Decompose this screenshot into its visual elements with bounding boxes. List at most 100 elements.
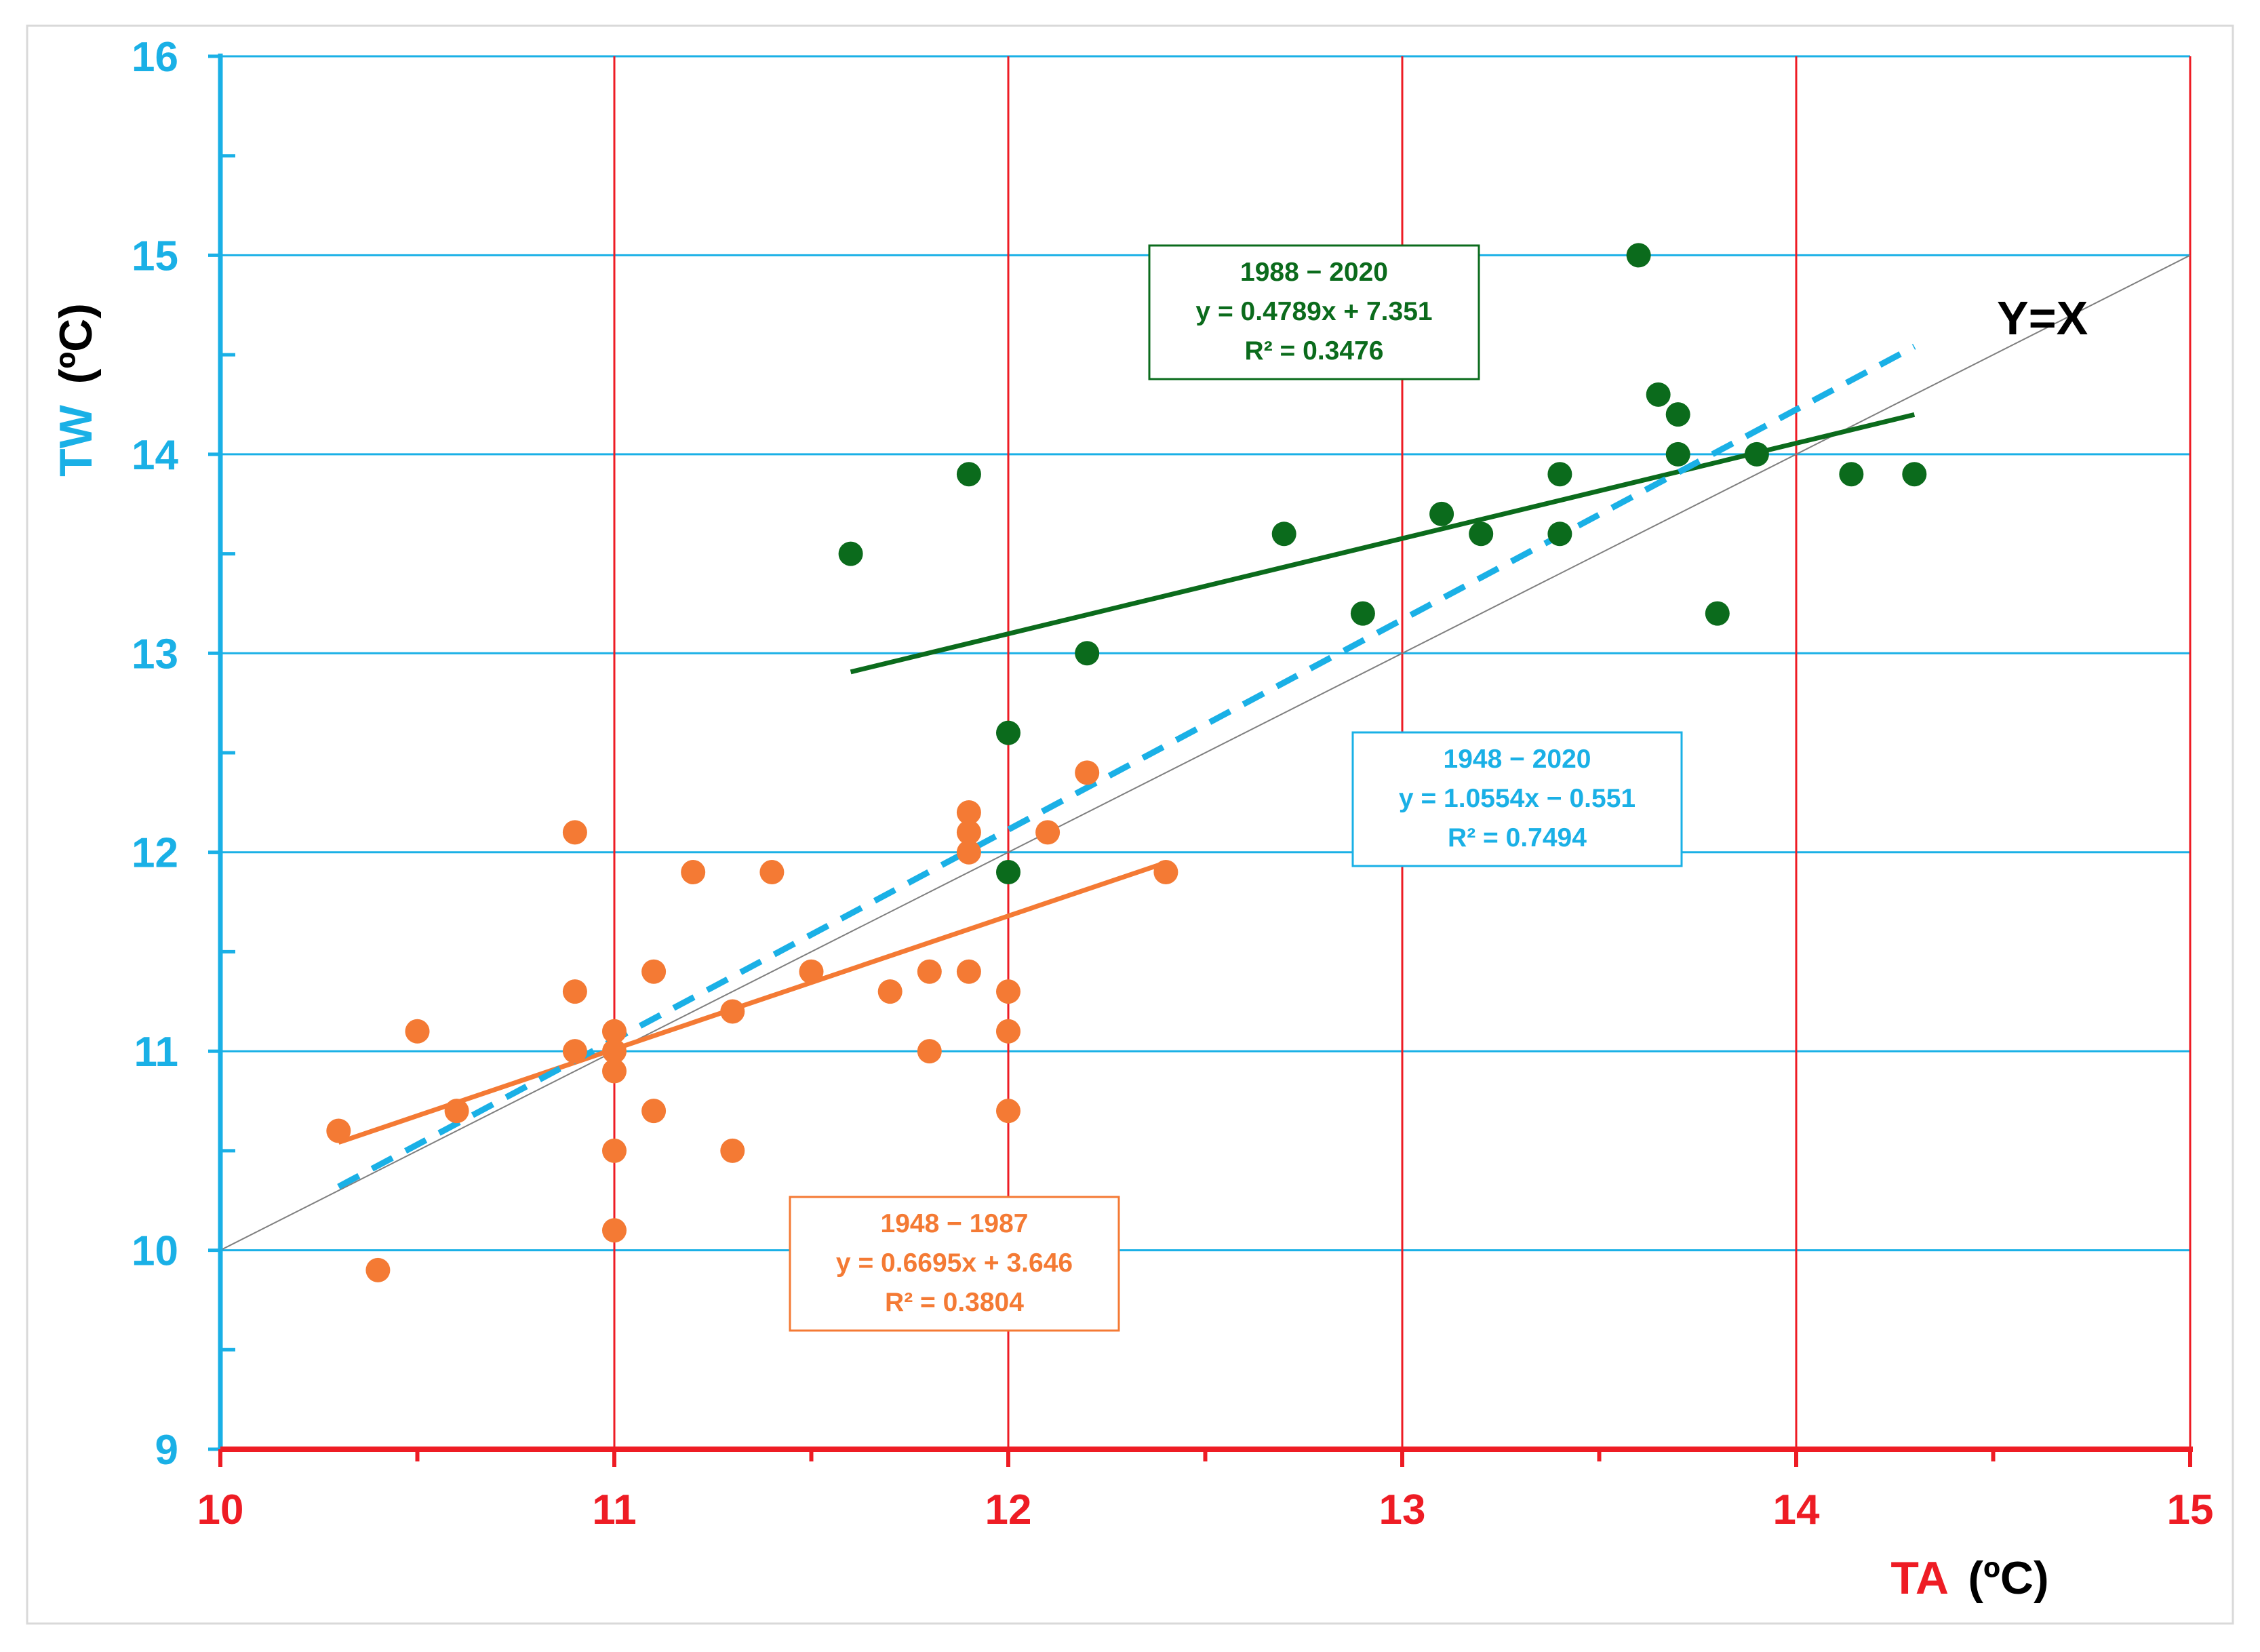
data-point-s1-10 (602, 1059, 627, 1084)
data-point-s1-25 (956, 840, 981, 865)
data-point-s2-1 (838, 541, 863, 566)
data-point-s1-23 (956, 800, 981, 825)
data-point-s2-17 (1744, 441, 1769, 467)
y-tick-label-13: 13 (132, 631, 178, 677)
data-point-s1-12 (602, 1218, 627, 1243)
equation-box-r2: R² = 0.3476 (1245, 336, 1384, 366)
data-point-s2-18 (1839, 462, 1864, 487)
data-point-s1-32 (1153, 860, 1178, 885)
data-point-s1-7 (562, 1039, 587, 1064)
data-point-s1-8 (602, 1019, 627, 1044)
x-tick-label-10: 10 (197, 1487, 244, 1533)
data-point-s1-4 (444, 1099, 469, 1124)
equation-box-frame (1148, 244, 1480, 380)
data-point-s2-14 (1665, 402, 1690, 427)
tick-labels: 9 10 11 12 13 14 15 16 10 11 12 13 14 15 (132, 34, 2213, 1533)
trendlines (337, 344, 1916, 1189)
data-point-s1-18 (759, 860, 785, 885)
y-tick-label-16: 16 (132, 34, 178, 81)
data-point-s2-16 (1705, 601, 1730, 626)
data-point-s1-1 (326, 1118, 351, 1143)
data-point-s1-3 (405, 1019, 430, 1044)
y-tick-label-11: 11 (134, 1029, 178, 1076)
data-point-s1-20 (877, 979, 903, 1004)
data-point-s2-6 (1271, 522, 1296, 547)
y-axis-title-unit: (ºC) (50, 303, 102, 384)
x-axis-title-unit: (ºC) (1968, 1552, 2048, 1604)
data-point-s1-24 (956, 820, 981, 845)
data-point-s1-26 (956, 959, 981, 984)
equation-box-r2: R² = 0.7494 (1448, 823, 1587, 852)
equation-box-frame (789, 1196, 1120, 1332)
data-point-s2-15 (1665, 441, 1690, 467)
data-point-s1-5 (562, 820, 587, 845)
equation-box-title: 1948 − 1987 (881, 1209, 1029, 1238)
y-tick-label-9: 9 (155, 1427, 178, 1474)
trendline-series-3 (337, 344, 1916, 1189)
data-point-s2-13 (1646, 382, 1671, 407)
y-tick-label-14: 14 (132, 432, 178, 479)
equation-box-equation: y = 0.4789x + 7.351 (1195, 297, 1432, 326)
data-point-s1-28 (996, 1019, 1020, 1044)
data-point-s2-7 (1350, 601, 1375, 626)
equation-box-title: 1988 − 2020 (1240, 258, 1388, 287)
data-points (326, 243, 1927, 1282)
data-point-s1-19 (799, 959, 824, 984)
x-axis-title-prefix: TA (1890, 1552, 1947, 1604)
data-point-s1-13 (641, 959, 667, 984)
identity-line-group (220, 254, 2191, 1251)
data-point-s1-27 (996, 979, 1020, 1004)
data-point-s2-8 (1429, 501, 1454, 526)
axes (208, 54, 2193, 1467)
data-point-s1-2 (365, 1257, 391, 1282)
data-point-s1-31 (1075, 760, 1100, 785)
equation-box-series-3: 1948 − 2020 y = 1.0554x − 0.551 R² = 0.749… (1351, 731, 1683, 867)
equation-box-equation: y = 1.0554x − 0.551 (1399, 784, 1635, 813)
equation-box-series-1: 1948 − 1987 y = 0.6695x + 3.646 R² = 0.380… (789, 1196, 1120, 1332)
data-point-s2-9 (1469, 522, 1494, 547)
data-point-s1-9 (602, 1039, 627, 1064)
data-point-s2-2 (956, 462, 981, 487)
x-tick-label-11: 11 (592, 1487, 637, 1533)
data-point-s1-14 (641, 1099, 667, 1124)
equation-box-r2: R² = 0.3804 (885, 1288, 1024, 1317)
data-point-s1-16 (720, 999, 745, 1024)
trendline-series-2 (850, 412, 1916, 675)
y-axis-title: TW (ºC) (50, 303, 102, 477)
x-tick-label-13: 13 (1379, 1487, 1426, 1533)
data-point-s1-21 (917, 959, 942, 984)
equation-box-title: 1948 − 2020 (1444, 745, 1591, 774)
trendline-series-1 (338, 860, 1167, 1145)
x-tick-label-15: 15 (2167, 1487, 2214, 1533)
data-point-s2-3 (996, 720, 1020, 745)
data-point-s2-5 (1075, 641, 1100, 666)
x-tick-label-12: 12 (985, 1487, 1032, 1533)
y-tick-label-10: 10 (132, 1228, 178, 1275)
data-point-s1-17 (720, 1138, 745, 1163)
data-point-s2-12 (1626, 243, 1651, 268)
x-tick-label-14: 14 (1773, 1487, 1820, 1533)
equation-boxes: 1948 − 1987 y = 0.6695x + 3.646 R² = 0.380… (789, 244, 1683, 1332)
data-point-s2-11 (1547, 522, 1572, 547)
data-point-s1-11 (602, 1138, 627, 1163)
equation-box-series-2: 1988 − 2020 y = 0.4789x + 7.351 R² = 0.347… (1148, 244, 1480, 380)
data-point-s2-19 (1902, 462, 1927, 487)
data-point-s1-22 (917, 1039, 942, 1064)
y-tick-label-15: 15 (132, 233, 178, 279)
equation-box-equation: y = 0.6695x + 3.646 (836, 1248, 1073, 1278)
figure-border (26, 24, 2234, 1625)
data-point-s2-4 (996, 860, 1020, 885)
data-point-s1-30 (1035, 820, 1060, 845)
data-point-s1-6 (562, 979, 587, 1004)
x-axis-title: TA (ºC) (1890, 1552, 2048, 1604)
equation-box-frame (1351, 731, 1683, 867)
data-point-s1-15 (681, 860, 706, 885)
y-tick-label-12: 12 (132, 830, 178, 877)
data-point-s1-29 (996, 1099, 1020, 1124)
data-point-s2-10 (1547, 462, 1572, 487)
identity-line (220, 254, 2191, 1251)
identity-line-label: Y=X (1997, 292, 2088, 345)
y-axis-title-prefix: TW (50, 404, 102, 477)
